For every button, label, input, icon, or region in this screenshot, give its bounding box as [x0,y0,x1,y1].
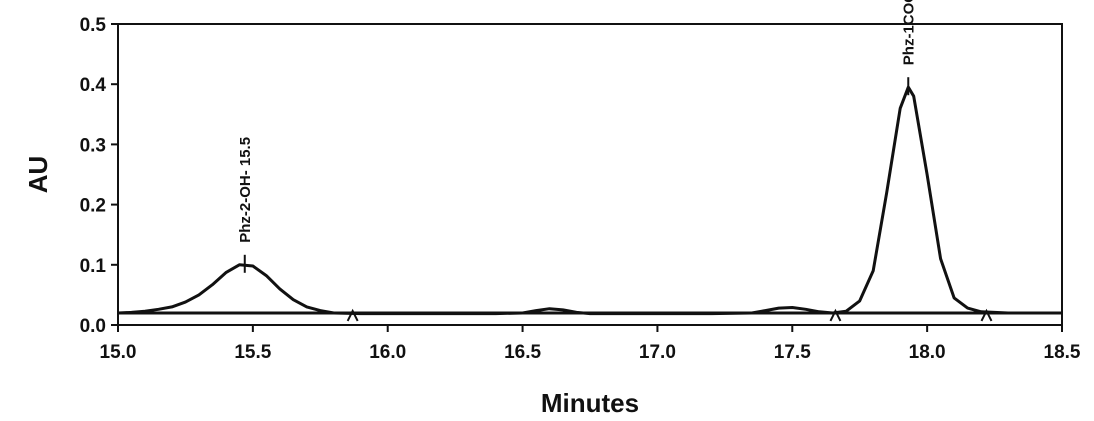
baseline-markers [346,308,993,322]
axis-ticks [111,23,1063,332]
x-tick-label: 16.0 [369,342,406,363]
x-tick-label: 15.5 [234,342,271,363]
y-tick-label: 0.5 [80,15,107,36]
y-tick-label: 0.4 [80,75,107,96]
x-tick-label: 17.0 [639,342,676,363]
x-axis-title: Minutes [541,388,639,418]
x-tick-label: 15.0 [100,342,137,363]
baseline-marker [346,308,359,322]
x-tick-label: 18.0 [909,342,946,363]
baseline-marker [980,308,993,322]
chromatogram-trace [117,85,1062,316]
x-tick-label: 18.5 [1044,342,1081,363]
y-tick-label: 0.1 [80,256,107,277]
x-tick-label: 17.5 [774,342,811,363]
plot-frame [117,23,1063,326]
y-tick-label: 0.0 [80,316,106,337]
baseline-marker [829,308,842,322]
peak-annotations: Phz-2-OH- 15.5 Phz-1COOH- 17.9 [237,0,917,273]
y-tick-label: 0.2 [80,196,106,217]
y-axis-title: AU [23,156,53,194]
y-tick-label: 0.3 [80,135,106,156]
x-tick-label: 16.5 [504,342,541,363]
series-layer [117,85,1062,316]
y-tick-labels: 0.0 0.1 0.2 0.3 0.4 0.5 [80,15,107,337]
peak-label: Phz-1COOH- 17.9 [900,0,917,65]
x-tick-labels: 15.0 15.5 16.0 16.5 17.0 17.5 18.0 18.5 [100,342,1081,363]
peak-label: Phz-2-OH- 15.5 [237,137,254,243]
